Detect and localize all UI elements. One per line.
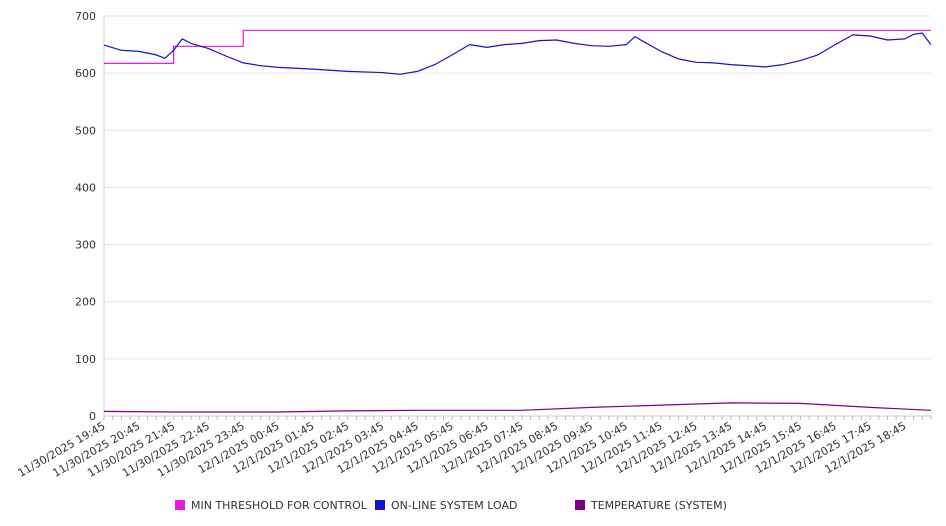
series-line-0	[104, 29, 931, 65]
y-tick-label: 400	[75, 181, 96, 194]
y-tick-label: 100	[75, 353, 96, 366]
legend: MIN THRESHOLD FOR CONTROL ON-LINE SYSTEM…	[0, 497, 946, 515]
y-tick-label: 0	[89, 410, 96, 423]
y-tick-label: 600	[75, 67, 96, 80]
legend-item-min-threshold[interactable]: MIN THRESHOLD FOR CONTROL	[175, 497, 367, 513]
y-tick-label: 700	[75, 10, 96, 23]
legend-swatch-temperature	[575, 500, 585, 510]
legend-item-temperature[interactable]: TEMPERATURE (SYSTEM)	[575, 497, 727, 513]
series-line-2	[103, 402, 932, 413]
y-tick-label: 200	[75, 296, 96, 309]
grid-lines	[104, 15, 931, 360]
series-lines	[103, 29, 932, 413]
legend-swatch-system-load	[375, 500, 385, 510]
legend-item-system-load[interactable]: ON-LINE SYSTEM LOAD	[375, 497, 517, 513]
series-line-1	[103, 32, 932, 75]
legend-swatch-min-threshold	[175, 500, 185, 510]
legend-label-system-load: ON-LINE SYSTEM LOAD	[391, 498, 518, 512]
legend-label-min-threshold: MIN THRESHOLD FOR CONTROL	[191, 498, 367, 512]
legend-label-temperature: TEMPERATURE (SYSTEM)	[591, 498, 727, 512]
y-tick-label: 500	[75, 124, 96, 137]
y-axis-ticks: 0 100 200 300 400 500 600 700	[75, 10, 96, 423]
y-tick-label: 300	[75, 239, 96, 252]
